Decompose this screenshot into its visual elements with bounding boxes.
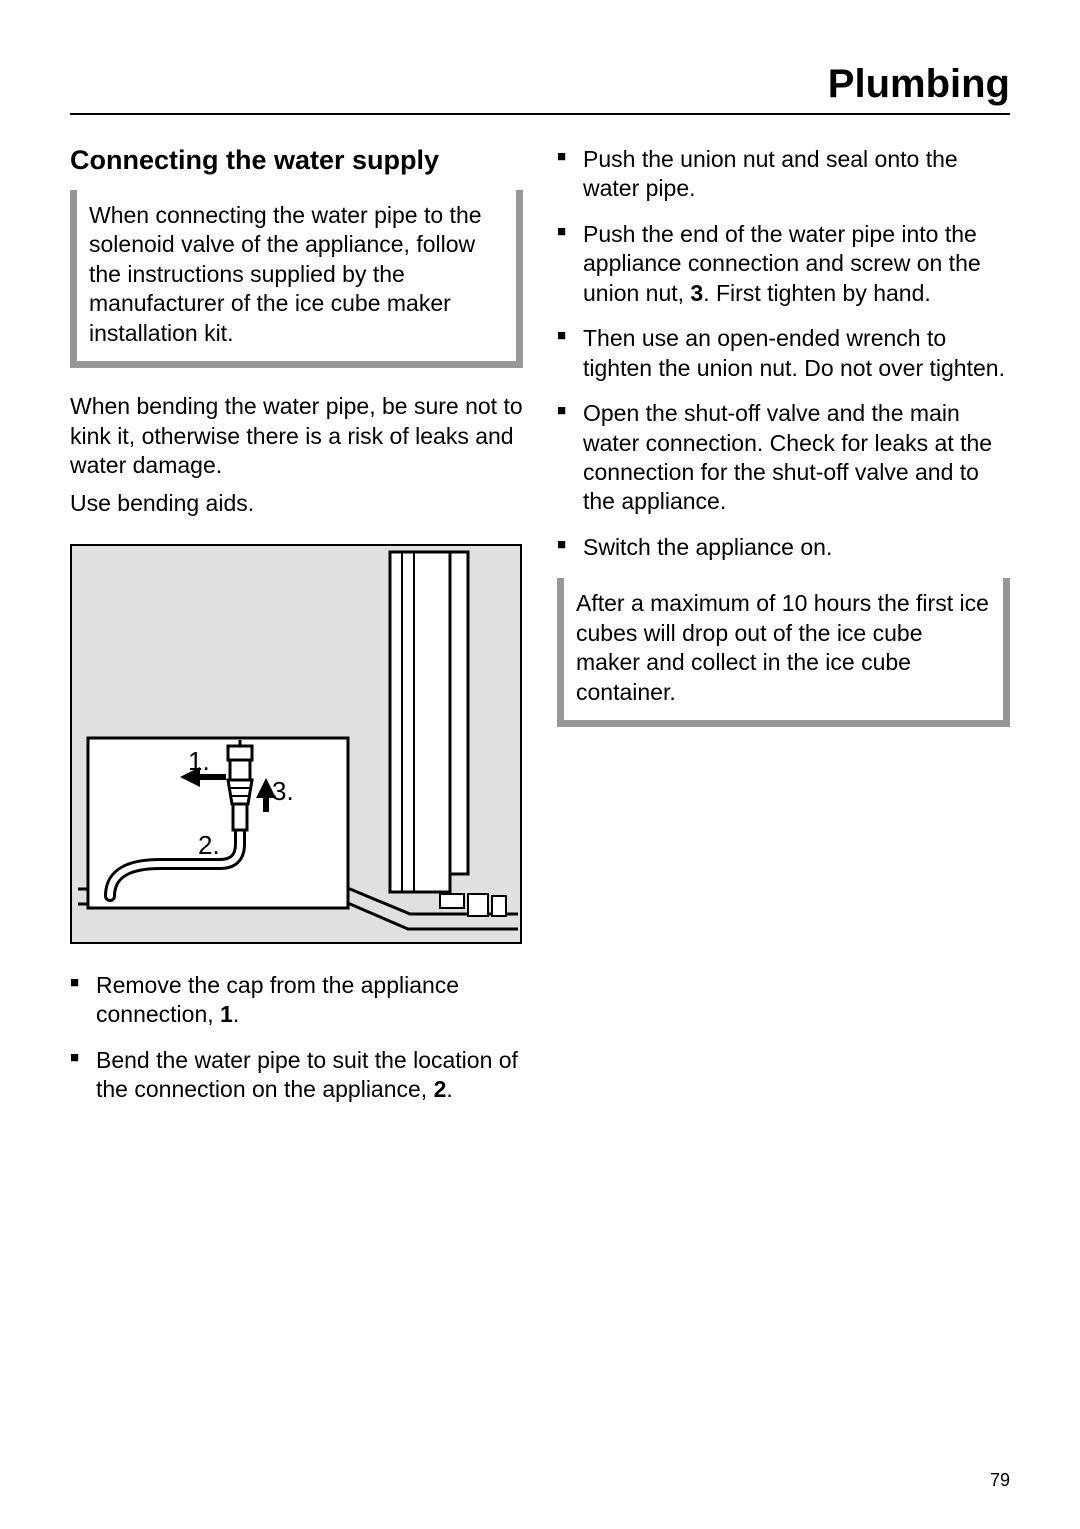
step-push-pipe: Push the end of the water pipe into the …: [557, 220, 1010, 308]
content-columns: Connecting the water supply When connect…: [70, 145, 1010, 1121]
paragraph-kink-warning: When bending the water pipe, be sure not…: [70, 392, 523, 480]
step-wrench: Then use an open-ended wrench to tighten…: [557, 324, 1010, 383]
diagram-label-2: 2.: [198, 830, 220, 860]
step-text: Switch the appliance on.: [583, 534, 832, 560]
section-heading: Connecting the water supply: [70, 145, 523, 176]
step-text: Bend the water pipe to suit the location…: [96, 1047, 518, 1102]
left-steps-list: Remove the cap from the appliance connec…: [70, 971, 523, 1105]
step-remove-cap: Remove the cap from the appliance connec…: [70, 971, 523, 1030]
step-ref: 3: [690, 280, 703, 306]
diagram-label-1: 1.: [188, 746, 210, 776]
left-column: Connecting the water supply When connect…: [70, 145, 523, 1121]
note-box-instructions: When connecting the water pipe to the so…: [70, 190, 523, 368]
step-ref: 2: [434, 1076, 447, 1102]
page-title: Plumbing: [70, 62, 1010, 115]
connection-diagram: 1. 2. 3.: [70, 544, 522, 944]
step-text: Open the shut-off valve and the main wat…: [583, 400, 992, 514]
step-push-nut: Push the union nut and seal onto the wat…: [557, 145, 1010, 204]
page: Plumbing Connecting the water supply Whe…: [0, 0, 1080, 1529]
step-text: Then use an open-ended wrench to tighten…: [583, 325, 1005, 380]
step-text: Push the union nut and seal onto the wat…: [583, 146, 958, 201]
right-column: Push the union nut and seal onto the wat…: [557, 145, 1010, 1121]
step-switch-on: Switch the appliance on.: [557, 533, 1010, 562]
step-text: Remove the cap from the appliance connec…: [96, 972, 459, 1027]
step-ref: 1: [220, 1001, 233, 1027]
step-post: .: [233, 1001, 239, 1027]
step-post: .: [446, 1076, 452, 1102]
note-box-ice-cubes: After a maximum of 10 hours the first ic…: [557, 578, 1010, 727]
diagram-label-3: 3.: [272, 776, 294, 806]
step-open-valve: Open the shut-off valve and the main wat…: [557, 399, 1010, 517]
step-post: . First tighten by hand.: [703, 280, 931, 306]
paragraph-bending-aids: Use bending aids.: [70, 489, 523, 518]
step-bend-pipe: Bend the water pipe to suit the location…: [70, 1046, 523, 1105]
right-steps-list: Push the union nut and seal onto the wat…: [557, 145, 1010, 562]
page-number: 79: [990, 1470, 1010, 1491]
